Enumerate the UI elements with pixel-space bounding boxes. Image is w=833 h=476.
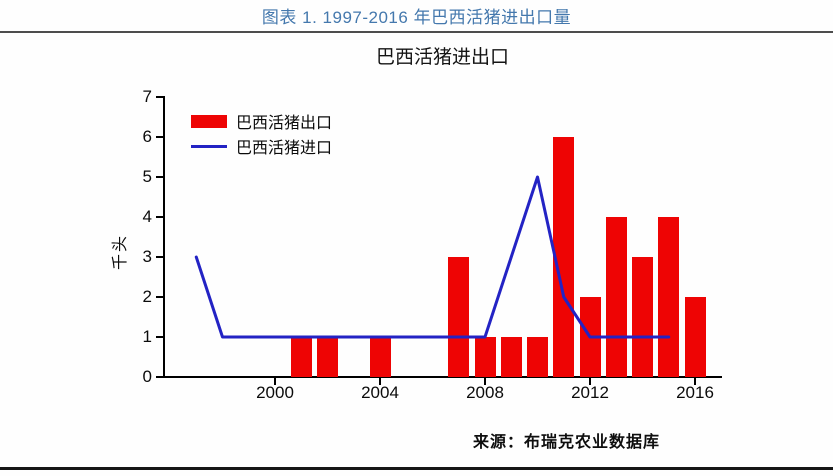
x-tick-label-2016: 2016 [676,383,714,402]
y-tick-label-1: 1 [142,327,152,346]
bar-2016 [684,297,706,377]
bar-2002 [317,337,338,377]
x-tick-mark-2004 [379,378,381,385]
y-tick-label-2: 2 [142,287,152,306]
plot-area: 巴西活猪出口 巴西活猪进口 [165,97,720,377]
y-tick-label-5: 5 [142,167,152,186]
y-tick-label-6: 6 [142,127,152,146]
bar-2010 [527,337,548,377]
figure-caption: 图表 1. 1997-2016 年巴西活猪进出口量 [261,8,572,27]
bar-2011 [553,137,575,377]
bar-2004 [369,337,391,377]
x-tick-label-2004: 2004 [361,383,399,402]
legend-label-export: 巴西活猪出口 [236,115,333,132]
chart-title: 巴西活猪进出口 [375,47,509,68]
source-note: 来源：布瑞克农业数据库 [473,434,661,451]
y-tick-label-0: 0 [142,367,152,386]
import-line-path [194,175,671,339]
x-tick-label-2012: 2012 [571,383,609,402]
y-tick-label-4: 4 [142,207,152,226]
y-axis-line [163,96,165,378]
y-tick-mark-1 [156,336,164,338]
y-tick-mark-5 [156,176,164,178]
x-tick-mark-2000 [274,378,276,385]
bar-2008 [474,337,496,377]
y-tick-mark-0 [156,376,164,378]
y-tick-label-3: 3 [142,247,152,266]
x-tick-label-2000: 2000 [256,383,294,402]
legend-item-export: 巴西活猪出口 [191,111,333,132]
top-divider [0,31,833,33]
y-tick-mark-6 [156,136,164,138]
import-series-swatch-icon [191,144,227,148]
legend-item-import: 巴西活猪进口 [191,136,333,157]
y-tick-label-7: 7 [142,87,152,106]
bar-2001 [290,337,312,377]
y-tick-mark-2 [156,296,164,298]
x-axis-line [163,376,722,378]
x-tick-mark-2016 [694,378,696,385]
y-tick-mark-7 [156,96,164,98]
export-series-swatch-icon [191,114,227,128]
x-tick-mark-2012 [589,378,591,385]
x-tick-mark-2008 [484,378,486,385]
legend: 巴西活猪出口 巴西活猪进口 [191,111,333,157]
bar-2009 [500,337,522,377]
bar-2014 [632,257,653,377]
y-tick-mark-3 [156,256,164,258]
legend-label-import: 巴西活猪进口 [236,140,333,157]
y-tick-mark-4 [156,216,164,218]
import-line-series [194,175,671,339]
bar-2007 [448,257,470,377]
bottom-divider [0,467,833,470]
x-tick-label-2008: 2008 [466,383,504,402]
